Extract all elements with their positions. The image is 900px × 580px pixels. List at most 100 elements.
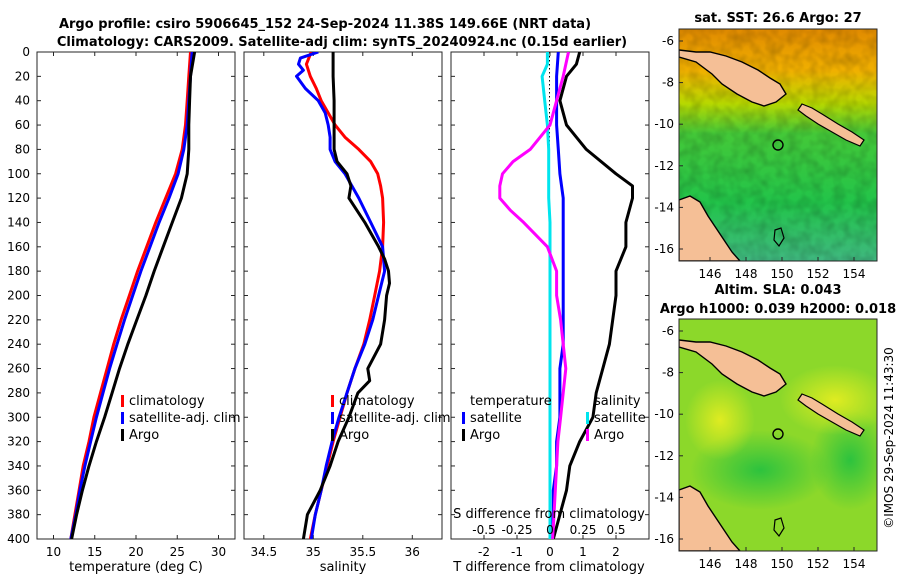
- temperature-lines: [69, 52, 197, 539]
- map-lon-label: 146: [699, 267, 722, 281]
- reef-outline-sla: [773, 517, 785, 538]
- series-line-salinity-argo: [498, 52, 570, 539]
- depth-tick-label: 300: [7, 410, 30, 424]
- map-lat-label: -10: [654, 117, 674, 131]
- legend-label: salinity: [594, 394, 641, 409]
- map-lat-label: -12: [654, 159, 674, 173]
- sst-map-frame: [678, 28, 878, 262]
- depth-tick-label: 180: [7, 264, 30, 278]
- sla-map-ticks: -6 -8 -10 -12 -14 -16 146 148 150 152 154: [654, 324, 865, 571]
- depth-tick-label: 160: [7, 240, 30, 254]
- sst-map-title: sat. SST: 26.6 Argo: 27: [694, 11, 861, 26]
- island-chain: [797, 103, 865, 147]
- salinity-axes-box: [243, 51, 443, 540]
- sst-map: [679, 29, 877, 261]
- sla-map-frame: [678, 318, 878, 552]
- difference-legends: temperature satellite Argo salinity satellit…: [462, 394, 646, 443]
- map-lon-label: 154: [843, 267, 866, 281]
- x-tick-label: 35.5: [349, 545, 376, 559]
- legend-swatch: [331, 395, 334, 407]
- salinity-xlabel: salinity: [320, 560, 367, 575]
- figure-title-line1: Argo profile: csiro 5906645_152 24-Sep-2…: [59, 17, 591, 32]
- legend-label: Argo: [594, 428, 624, 443]
- legend-label: Argo: [129, 428, 159, 443]
- map-lat-label: -8: [662, 366, 674, 380]
- reef-outline: [773, 227, 785, 248]
- temperature-ticks: 10 15 20 25 30: [37, 51, 235, 559]
- legend-label: climatology: [129, 394, 205, 409]
- sla-map: [679, 319, 877, 551]
- s-tick-label: -0.25: [501, 523, 532, 537]
- depth-tick-label: 320: [7, 435, 30, 449]
- legend-swatch: [331, 429, 334, 441]
- argo-location-marker-sst: [772, 139, 784, 151]
- legend-swatch: [462, 412, 465, 424]
- depth-tick-label: 60: [15, 118, 30, 132]
- x-tick-label: 30: [211, 545, 226, 559]
- legend-swatch: [121, 395, 124, 407]
- series-line-climatology: [69, 52, 192, 539]
- legend-swatch: [121, 429, 124, 441]
- s-difference-tick-labels: -0.5 -0.25 0 0.25 0.5: [472, 523, 625, 537]
- map-lon-label: 152: [807, 267, 830, 281]
- difference-ticks: -2 -1 0 1 2: [451, 51, 649, 559]
- series-line-satellite-adj-clim: [295, 52, 387, 539]
- s-tick-label: 0.5: [606, 523, 625, 537]
- map-lat-label: -8: [662, 76, 674, 90]
- map-lon-label: 154: [843, 557, 866, 571]
- temperature-xlabel: temperature (deg C): [69, 560, 203, 575]
- legend-label: temperature: [470, 394, 552, 409]
- legend-label: satellite-adj. clim: [129, 411, 241, 426]
- salinity-panel: 34.5 35 35.5 36 salinity climatology satelli…: [243, 51, 451, 575]
- legend-swatch: [331, 412, 334, 424]
- s-difference-label: S difference from climatology: [453, 507, 645, 522]
- sla-map-panel: Altim. SLA: 0.043 Argo h1000: 0.039 h200…: [654, 283, 896, 571]
- x-tick-label: -1: [511, 545, 523, 559]
- depth-tick-labels: 0 20 40 60 80 100 120 140 160 180 200 220 240 260 280 3…: [7, 45, 30, 546]
- legend-swatch: [586, 412, 589, 424]
- legend-label: Argo: [339, 428, 369, 443]
- depth-tick-label: 140: [7, 215, 30, 229]
- x-tick-label: 2: [612, 545, 620, 559]
- depth-tick-label: 120: [7, 191, 30, 205]
- map-lat-label: -14: [654, 200, 674, 214]
- x-tick-label: 34.5: [250, 545, 277, 559]
- map-lat-label: -6: [662, 34, 674, 48]
- depth-tick-label: 360: [7, 483, 30, 497]
- legend-label: satellite: [470, 411, 522, 426]
- depth-tick-label: 260: [7, 362, 30, 376]
- depth-tick-label: 80: [15, 142, 30, 156]
- sla-high-region: [780, 365, 877, 435]
- s-tick-label: -0.5: [472, 523, 495, 537]
- s-tick-label: 0.25: [570, 523, 597, 537]
- series-line-satellite-adj-clim: [69, 52, 194, 539]
- depth-tick-label: 0: [22, 45, 30, 59]
- t-difference-xlabel: T difference from climatology: [452, 560, 645, 575]
- depth-tick-label: 200: [7, 289, 30, 303]
- series-line-salinity-satellite: [540, 52, 552, 539]
- legend-label: satellite: [594, 411, 646, 426]
- map-lon-label: 150: [771, 557, 794, 571]
- x-tick-label: 15: [87, 545, 102, 559]
- legend-swatch: [121, 412, 124, 424]
- depth-tick-label: 220: [7, 313, 30, 327]
- imos-timestamp: ©IMOS 29-Sep-2024 11:43:30: [882, 347, 896, 529]
- salinity-lines: [295, 52, 391, 539]
- depth-tick-label: 380: [7, 508, 30, 522]
- depth-tick-label: 340: [7, 459, 30, 473]
- map-lon-label: 148: [735, 557, 758, 571]
- legend-label: satellite-adj. clim: [339, 411, 451, 426]
- series-line-argo: [301, 52, 391, 539]
- difference-panel: -2 -1 0 1 2 T difference from climatology S …: [450, 51, 650, 575]
- salinity-ticks: 34.5 35 35.5 36: [244, 51, 442, 559]
- legend-swatch: [586, 429, 589, 441]
- series-line-temperature-argo: [551, 52, 634, 539]
- sla-high-region-west: [685, 380, 755, 460]
- temperature-legend: climatology satellite-adj. clim Argo: [121, 394, 241, 443]
- x-tick-label: 20: [128, 545, 143, 559]
- map-lon-label: 152: [807, 557, 830, 571]
- x-tick-label: 35: [306, 545, 321, 559]
- new-guinea-landmass: [679, 49, 787, 107]
- map-lat-label: -14: [654, 490, 674, 504]
